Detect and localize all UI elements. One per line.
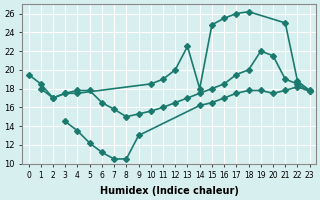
- X-axis label: Humidex (Indice chaleur): Humidex (Indice chaleur): [100, 186, 239, 196]
